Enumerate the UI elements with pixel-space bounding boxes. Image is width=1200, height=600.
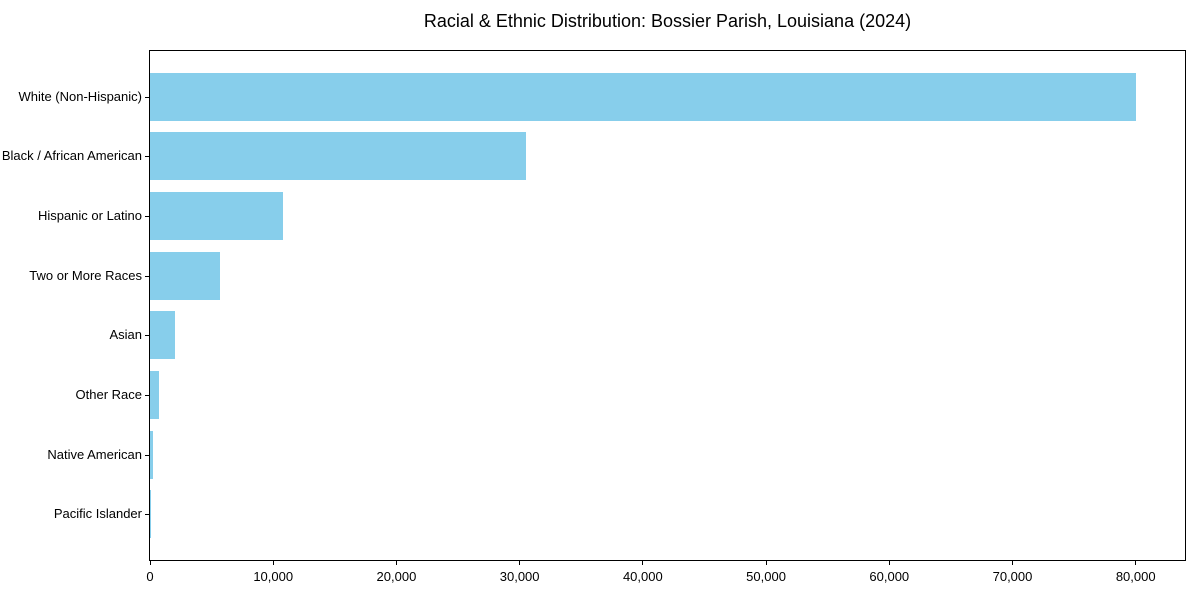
x-tick-mark — [1135, 561, 1137, 565]
x-tick-mark — [519, 561, 521, 565]
y-tick-label: Black / African American — [1, 148, 142, 164]
x-tick-mark — [149, 561, 151, 565]
x-tick-mark — [272, 561, 274, 565]
y-tick-mark — [145, 275, 149, 277]
bar — [150, 72, 1136, 121]
x-tick-mark — [395, 561, 397, 565]
x-tick-label: 10,000 — [253, 569, 294, 584]
x-tick-label: 40,000 — [622, 569, 663, 584]
bar — [150, 311, 176, 360]
x-tick-label: 80,000 — [1115, 569, 1156, 584]
y-tick-mark — [145, 216, 149, 218]
x-tick-label: 50,000 — [746, 569, 786, 584]
x-axis: 0 10,000 20,000 30,000 40,000 50,000 60,000 70,… — [146, 561, 1186, 597]
x-tick-mark — [765, 561, 767, 565]
y-tick-mark — [145, 335, 149, 337]
y-tick-label: Native American — [47, 446, 142, 462]
x-tick-mark — [1012, 561, 1013, 565]
y-tick-mark — [145, 156, 149, 158]
y-tick-mark — [145, 514, 149, 516]
bar — [150, 251, 221, 300]
x-tick-label: 0 — [146, 569, 154, 584]
x-tick-label: 30,000 — [499, 569, 540, 584]
y-tick-mark — [145, 96, 149, 98]
bar — [150, 192, 284, 241]
y-tick-label: Pacific Islander — [53, 506, 142, 522]
x-tick-label: 70,000 — [992, 569, 1033, 584]
bar — [150, 132, 526, 181]
y-axis-labels: White (Non-Hispanic) Black / African Amer… — [0, 50, 142, 561]
plot-area — [145, 50, 1186, 561]
y-tick-label: White (Non-Hispanic) — [18, 88, 142, 104]
bar — [150, 430, 154, 479]
bar — [150, 490, 151, 539]
y-tick-label: Two or More Races — [29, 267, 142, 283]
x-tick-mark — [642, 561, 644, 565]
y-tick-mark — [145, 454, 149, 456]
bar — [150, 370, 160, 419]
y-tick-label: Asian — [109, 327, 142, 343]
chart-title: Racial & Ethnic Distribution: Bossier Pa… — [423, 11, 912, 31]
x-tick-label: 20,000 — [376, 569, 417, 584]
x-tick-mark — [888, 561, 890, 565]
y-tick-label: Other Race — [75, 386, 142, 402]
y-tick-mark — [145, 394, 149, 396]
x-tick-label: 60,000 — [869, 569, 910, 584]
y-tick-label: Hispanic or Latino — [37, 208, 142, 224]
